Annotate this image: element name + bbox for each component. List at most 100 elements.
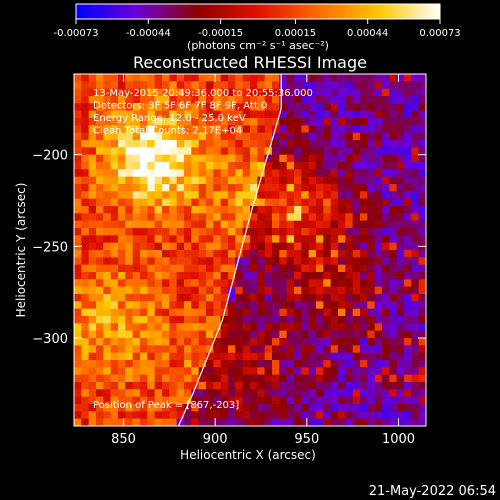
heatmap-cell xyxy=(418,323,426,332)
heatmap-cell xyxy=(147,213,156,222)
heatmap-cell xyxy=(330,257,339,266)
heatmap-cell xyxy=(367,140,376,148)
heatmap-cell xyxy=(176,125,185,134)
heatmap-cell xyxy=(198,198,207,207)
heatmap-cell xyxy=(279,404,288,412)
heatmap-cell xyxy=(235,279,244,288)
heatmap-cell xyxy=(418,250,426,258)
heatmap-cell xyxy=(235,125,244,134)
heatmap-cell xyxy=(220,220,229,229)
heatmap-cell xyxy=(169,257,178,266)
heatmap-cell xyxy=(191,235,200,244)
heatmap-cell xyxy=(154,301,163,310)
heatmap-cell xyxy=(367,352,376,361)
heatmap-cell xyxy=(125,110,134,119)
heatmap-cell xyxy=(345,96,354,104)
heatmap-cell xyxy=(103,74,112,82)
heatmap-cell xyxy=(404,367,412,376)
heatmap-cell xyxy=(404,132,412,141)
heatmap-cell xyxy=(279,352,288,361)
heatmap-cell xyxy=(250,360,258,368)
heatmap-cell xyxy=(228,118,236,126)
heatmap-cell xyxy=(242,411,251,420)
heatmap-cell xyxy=(213,345,222,354)
heatmap-cell xyxy=(140,110,148,119)
heatmap-cell xyxy=(118,147,126,156)
colorbar-ticks: -0.00073 -0.00044 -0.00015 0.00015 0.00044 0.… xyxy=(54,19,461,39)
heatmap-cell xyxy=(147,132,156,141)
heatmap-cell xyxy=(338,360,346,368)
heatmap-cell xyxy=(154,279,163,288)
heatmap-cell xyxy=(213,418,222,426)
heatmap-cell xyxy=(169,338,178,346)
heatmap-cell xyxy=(206,286,214,295)
heatmap-cell xyxy=(294,74,302,82)
heatmap-cell xyxy=(198,330,207,339)
heatmap-cell xyxy=(235,96,244,104)
heatmap-cell xyxy=(250,169,258,178)
heatmap-cell xyxy=(132,140,141,148)
heatmap-cell xyxy=(96,345,104,354)
heatmap-cell xyxy=(308,316,317,324)
heatmap-cell xyxy=(198,257,207,266)
heatmap-cell xyxy=(286,118,295,126)
heatmap-cell xyxy=(411,88,420,97)
heatmap-cell xyxy=(125,374,134,383)
heatmap-cell xyxy=(88,250,97,258)
heatmap-cell xyxy=(191,294,200,302)
heatmap-cell xyxy=(396,294,405,302)
heatmap-cell xyxy=(110,110,119,119)
heatmap-cell xyxy=(235,272,244,280)
heatmap-cell xyxy=(220,198,229,207)
heatmap-cell xyxy=(169,191,178,200)
heatmap-cell xyxy=(96,198,104,207)
heatmap-cell xyxy=(88,213,97,222)
heatmap-cell xyxy=(235,132,244,141)
heatmap-cell xyxy=(162,308,170,317)
heatmap-cell xyxy=(286,389,295,398)
heatmap-cell xyxy=(162,162,170,170)
heatmap-cell xyxy=(147,235,156,244)
heatmap-cell xyxy=(228,191,236,200)
heatmap-cell xyxy=(118,279,126,288)
heatmap-cell xyxy=(360,184,368,192)
heatmap-cell xyxy=(360,147,368,156)
heatmap-cell xyxy=(272,96,280,104)
heatmap-cell xyxy=(74,323,82,332)
heatmap-cell xyxy=(81,389,90,398)
heatmap-cell xyxy=(411,176,420,185)
heatmap-cell xyxy=(147,154,156,163)
heatmap-cell xyxy=(411,213,420,222)
heatmap-cell xyxy=(396,228,405,236)
heatmap-cell xyxy=(118,154,126,163)
heatmap-cell xyxy=(206,250,214,258)
heatmap-cell xyxy=(279,220,288,229)
heatmap-cell xyxy=(118,96,126,104)
heatmap-cell xyxy=(323,140,332,148)
heatmap-cell xyxy=(235,206,244,214)
heatmap-cell xyxy=(308,264,317,273)
heatmap-cell xyxy=(147,301,156,310)
heatmap-cell xyxy=(330,352,339,361)
heatmap-cell xyxy=(374,352,383,361)
heatmap-cell xyxy=(125,301,134,310)
heatmap-cell xyxy=(323,367,332,376)
heatmap-cell xyxy=(367,418,376,426)
heatmap-cell xyxy=(228,404,236,412)
heatmap-cell xyxy=(81,242,90,251)
heatmap-cell xyxy=(81,118,90,126)
heatmap-cell xyxy=(272,411,280,420)
heatmap-cell xyxy=(338,132,346,141)
heatmap-cell xyxy=(323,257,332,266)
heatmap-cell xyxy=(345,154,354,163)
heatmap-cell xyxy=(396,118,405,126)
heatmap-cell xyxy=(96,294,104,302)
heatmap-cell xyxy=(360,279,368,288)
heatmap-cell xyxy=(352,140,361,148)
heatmap-cell xyxy=(74,88,82,97)
heatmap-cell xyxy=(213,279,222,288)
heatmap-cell xyxy=(147,308,156,317)
heatmap-cell xyxy=(374,118,383,126)
heatmap-cell xyxy=(294,206,302,214)
heatmap-cell xyxy=(103,389,112,398)
